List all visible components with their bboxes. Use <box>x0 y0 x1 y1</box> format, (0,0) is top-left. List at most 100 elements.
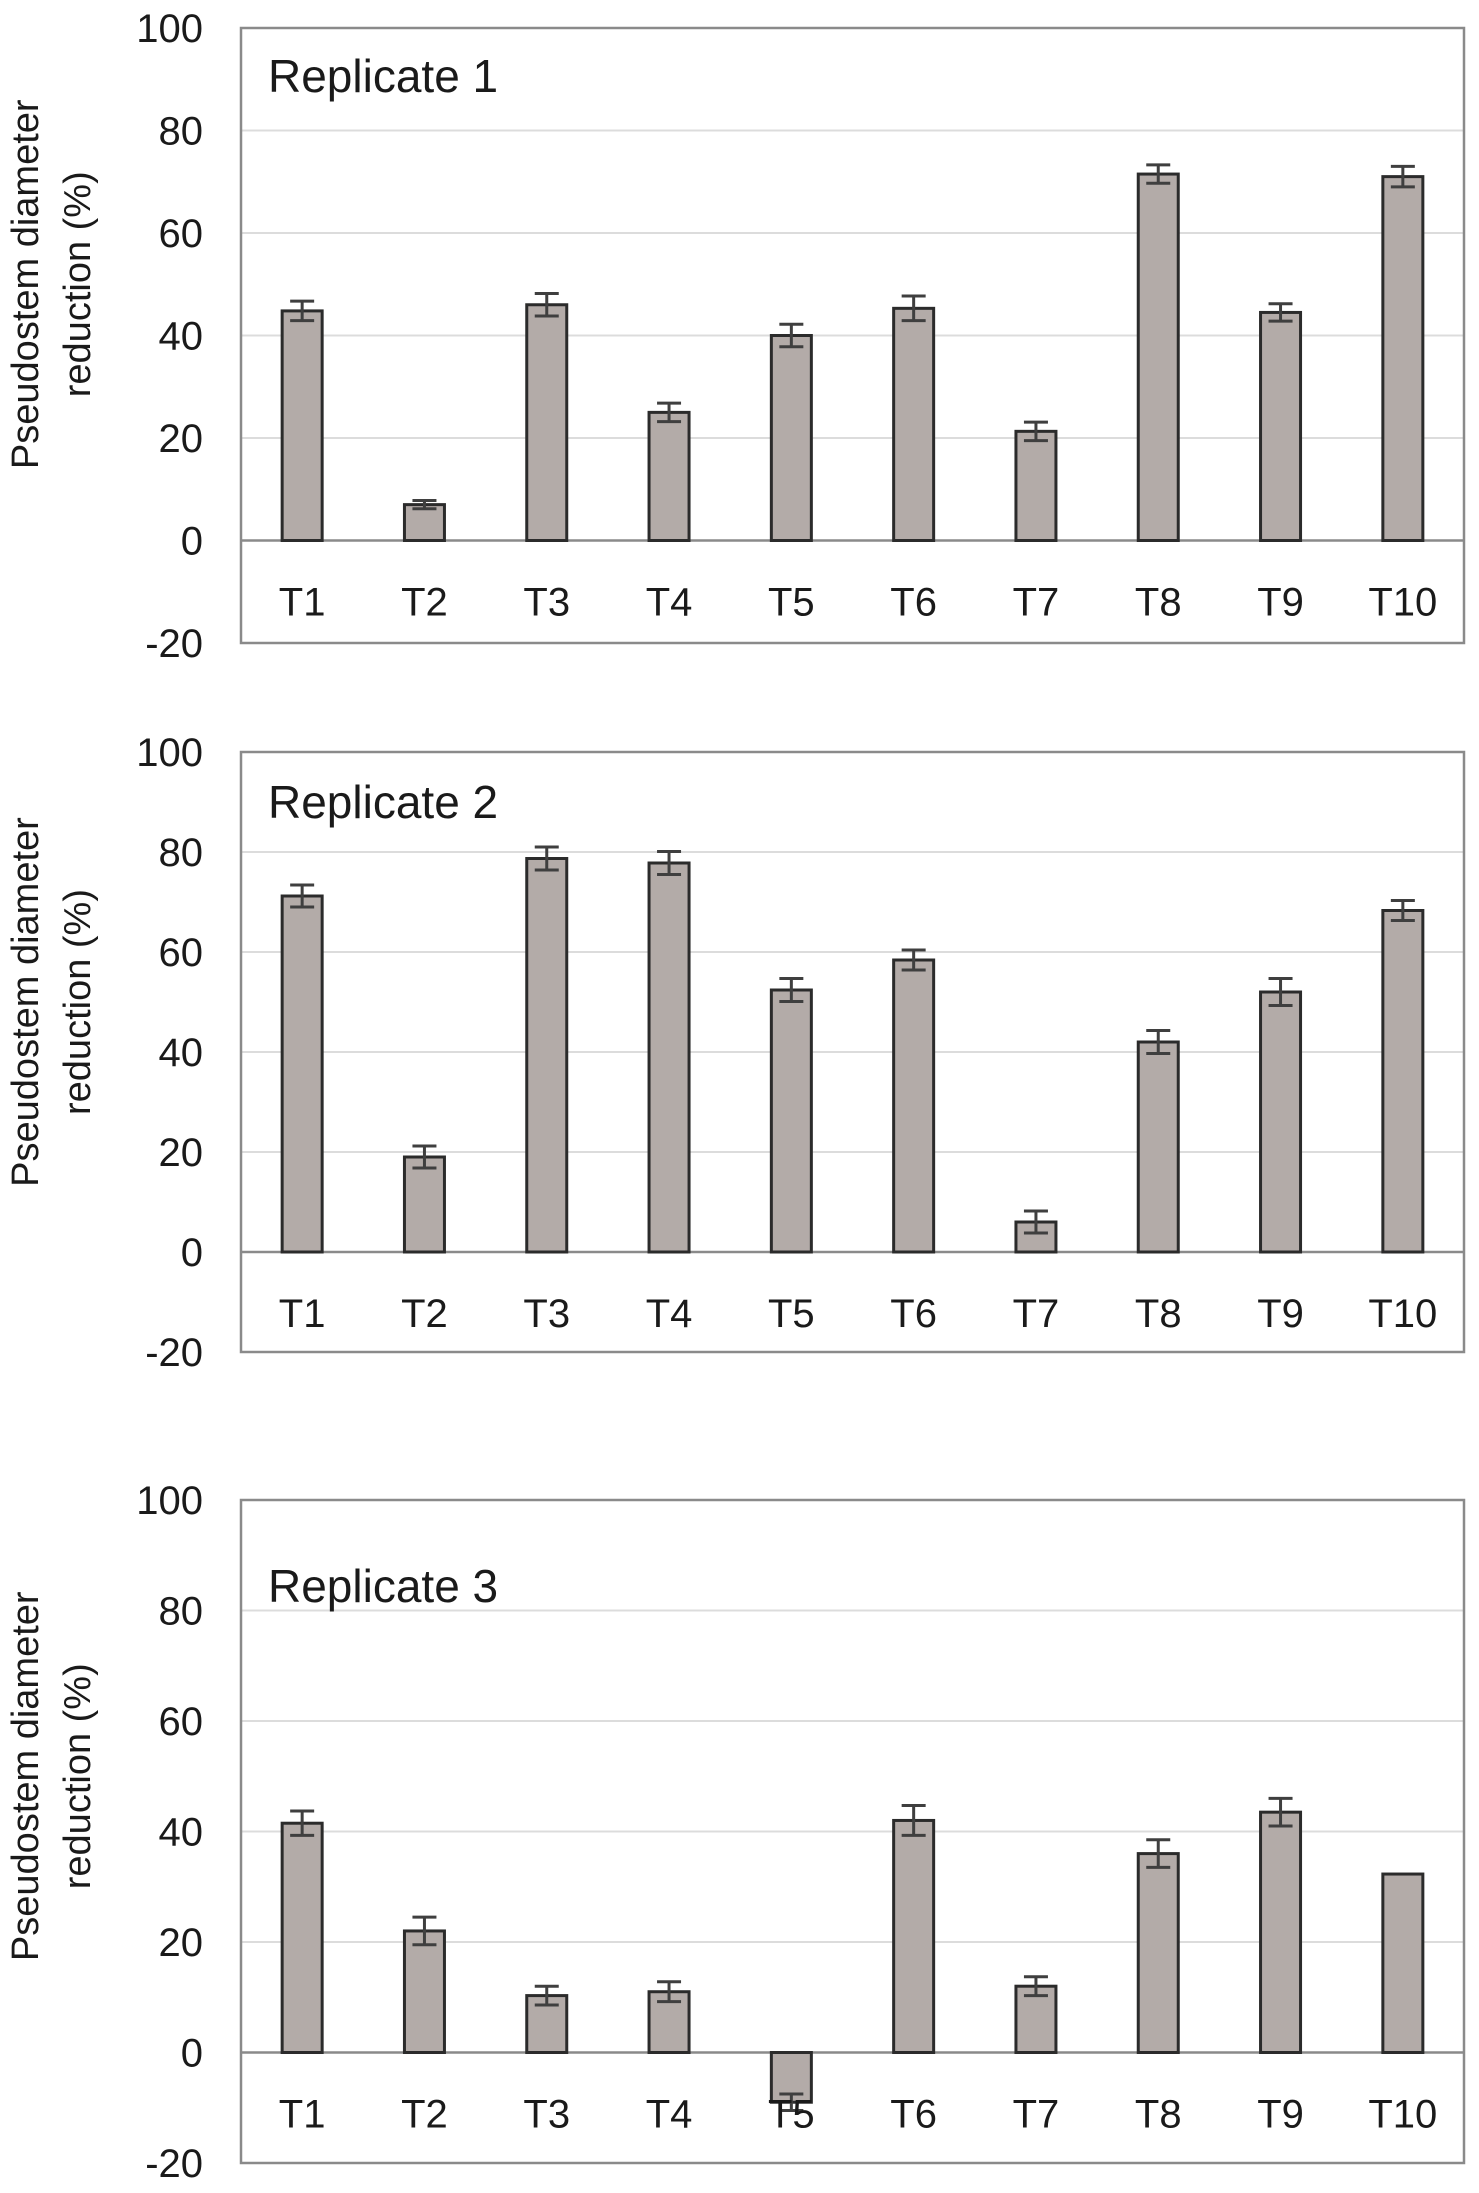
error-bar-T9 <box>1268 1796 1293 1828</box>
bar-T1 <box>280 309 324 542</box>
bar-T5 <box>769 988 813 1254</box>
panel-replicate-3: T1 T2 T3 T4 T5 T6 T7 T8 T9 T10 100 80 60 40 20 0 -20 Repl… <box>5 1479 1466 2186</box>
x-tick-label-T7: T7 <box>1013 1292 1060 1336</box>
panel-replicate-2: T1 T2 T3 T4 T5 T6 T7 T8 T9 T10 100 80 60 40 20 0 -20 Repl… <box>5 731 1466 1375</box>
x-tick-label-T5: T5 <box>768 1292 815 1336</box>
bar-T2 <box>402 503 446 542</box>
x-tick-label-T2: T2 <box>401 581 448 625</box>
error-bar-T7 <box>1023 1975 1048 1998</box>
x-tick-label-T8: T8 <box>1135 2093 1182 2137</box>
error-bar-T6 <box>901 1804 926 1837</box>
x-tick-label-T3: T3 <box>523 1292 570 1336</box>
x-tick-label-T10: T10 <box>1368 2093 1437 2137</box>
error-bar-T3 <box>534 845 559 872</box>
error-bar-T1 <box>290 883 315 909</box>
error-bar-T9 <box>1268 977 1293 1007</box>
bar-T7 <box>1014 429 1058 542</box>
x-tick-label-T2: T2 <box>401 1292 448 1336</box>
plot-frame <box>239 750 1466 1354</box>
error-bar-T9 <box>1268 302 1293 323</box>
x-tick-label-T3: T3 <box>523 2093 570 2137</box>
bar-T8 <box>1136 1040 1180 1254</box>
bar-T10 <box>1381 175 1425 542</box>
bar-T8 <box>1136 1852 1180 2054</box>
y-tick-label-0: 0 <box>181 1231 203 1275</box>
error-bar-T7 <box>1023 420 1048 443</box>
y-tick-label--20: -20 <box>145 1331 203 1375</box>
bar-T10 <box>1381 909 1425 1254</box>
error-bar-T4 <box>657 1980 682 2004</box>
y-tick-label-0: 0 <box>181 520 203 564</box>
error-bar-T10 <box>1390 899 1415 922</box>
y-tick-label-40: 40 <box>159 1031 204 1075</box>
error-bar-T4 <box>657 850 682 876</box>
plot-frame <box>239 1498 1466 2165</box>
y-tick-label--20: -20 <box>145 622 203 666</box>
bar-T3 <box>525 303 569 542</box>
panel-title: Replicate 1 <box>268 50 498 102</box>
y-tick-label-100: 100 <box>136 1479 203 1523</box>
plot-frame <box>239 26 1466 645</box>
error-bar-T1 <box>290 1809 315 1837</box>
bar-T4 <box>647 861 691 1254</box>
bar-T9 <box>1259 310 1303 542</box>
x-tick-label-T10: T10 <box>1368 581 1437 625</box>
bar-T1 <box>280 894 324 1254</box>
x-tick-label-T6: T6 <box>890 1292 937 1336</box>
bar-T5 <box>769 334 813 542</box>
y-axis-label-line1: Pseudostem diameter <box>5 99 47 469</box>
error-bar-T1 <box>290 299 315 323</box>
error-bar-T2 <box>412 499 437 511</box>
y-tick-label-80: 80 <box>159 1590 204 1634</box>
x-tick-label-T3: T3 <box>523 581 570 625</box>
bar-T4 <box>647 410 691 542</box>
x-tick-label-T4: T4 <box>646 2093 693 2137</box>
panel-title: Replicate 3 <box>268 1560 498 1612</box>
y-tick-label-20: 20 <box>159 1131 204 1175</box>
x-tick-label-T5: T5 <box>768 581 815 625</box>
bar-T9 <box>1259 990 1303 1254</box>
y-axis-label-line1: Pseudostem diameter <box>5 817 47 1187</box>
error-bar-T6 <box>901 948 926 972</box>
panel-title: Replicate 2 <box>268 776 498 828</box>
x-tick-label-T2: T2 <box>401 2093 448 2137</box>
x-tick-label-T5: T5 <box>768 2093 815 2137</box>
x-tick-label-T4: T4 <box>646 1292 693 1336</box>
x-tick-label-T7: T7 <box>1013 581 1060 625</box>
y-axis-label-line2: reduction (%) <box>57 889 99 1115</box>
bar-T10 <box>1381 1872 1425 2054</box>
y-tick-label-40: 40 <box>159 1811 204 1855</box>
x-tick-label-T6: T6 <box>890 2093 937 2137</box>
x-tick-label-T1: T1 <box>279 1292 326 1336</box>
x-tick-label-T9: T9 <box>1257 581 1304 625</box>
y-tick-label-100: 100 <box>136 731 203 775</box>
error-bar-T5 <box>779 322 804 349</box>
y-tick-label-40: 40 <box>159 315 204 359</box>
x-tick-label-T9: T9 <box>1257 2093 1304 2137</box>
bar-T6 <box>892 958 936 1254</box>
x-tick-label-T9: T9 <box>1257 1292 1304 1336</box>
y-tick-label-0: 0 <box>181 2032 203 2076</box>
error-bar-T5 <box>779 977 804 1003</box>
y-tick-label-60: 60 <box>159 931 204 975</box>
bar-T2 <box>402 1929 446 2054</box>
bar-T7 <box>1014 1220 1058 1254</box>
error-bar-T3 <box>534 291 559 318</box>
y-axis-label-line2: reduction (%) <box>57 1663 99 1889</box>
y-tick-label-60: 60 <box>159 1700 204 1744</box>
error-bar-T3 <box>534 1984 559 2007</box>
error-bar-T6 <box>901 294 926 323</box>
y-tick-label-100: 100 <box>136 7 203 51</box>
x-tick-label-T1: T1 <box>279 581 326 625</box>
error-bar-T8 <box>1146 1838 1171 1869</box>
x-tick-label-T4: T4 <box>646 581 693 625</box>
y-axis-label-line2: reduction (%) <box>57 171 99 397</box>
x-tick-label-T10: T10 <box>1368 1292 1437 1336</box>
bar-T3 <box>525 857 569 1254</box>
y-tick-label-20: 20 <box>159 417 204 461</box>
error-bar-T2 <box>412 1144 437 1170</box>
error-bar-T8 <box>1146 163 1171 185</box>
x-tick-label-T1: T1 <box>279 2093 326 2137</box>
